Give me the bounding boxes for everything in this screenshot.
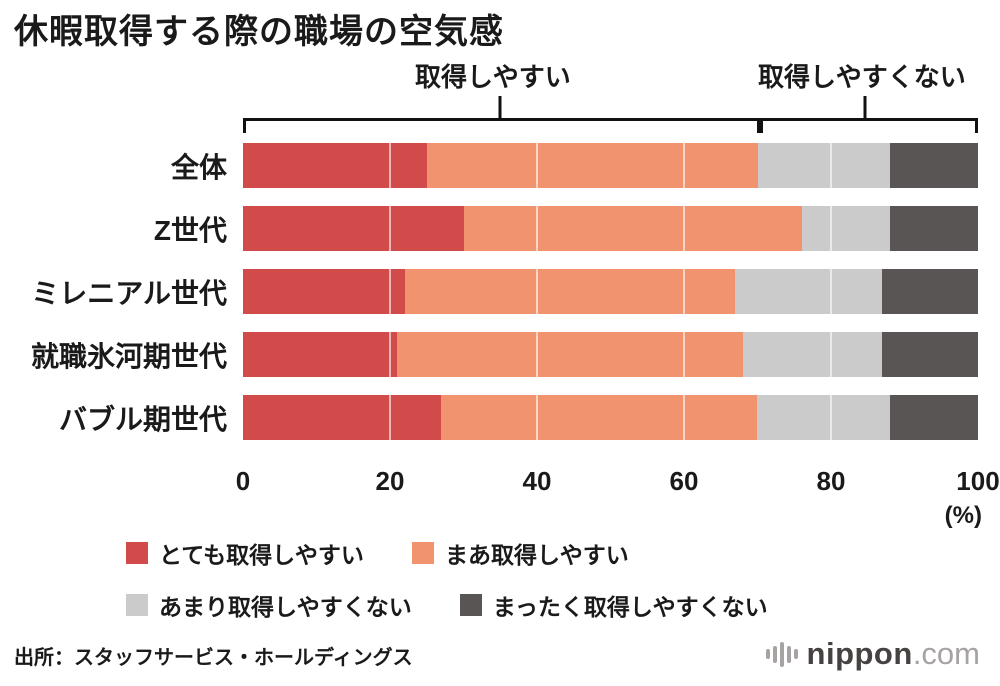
bar-segment xyxy=(882,332,978,377)
legend-label: まったく取得しやすくない xyxy=(492,594,768,620)
legend-item: とても取得しやすい xyxy=(126,536,364,570)
nippon-logo: nippon.com xyxy=(765,636,980,672)
chart-row: 全体 xyxy=(16,134,978,197)
legend-item: まあ取得しやすい xyxy=(411,536,629,570)
bar-segment xyxy=(243,332,398,377)
not-easy-label: 取得しやすくない xyxy=(757,62,966,92)
bar-chart: 全体 Z世代ミレニアル世代 就職氷河期世代バブル期世代 xyxy=(16,134,978,449)
stacked-bar xyxy=(243,269,978,314)
legend-swatch xyxy=(126,594,148,616)
bar-segment xyxy=(889,395,978,440)
bracket xyxy=(243,118,978,133)
legend: とても取得しやすい まあ取得しやすいあまり取得しやすくない まったく取得しやすくない xyxy=(126,536,768,622)
category-label: バブル期世代 xyxy=(58,403,227,435)
bar-segment xyxy=(882,269,978,314)
easy-tick xyxy=(498,96,502,118)
x-axis: (%) 0 20 40 60 80 100 xyxy=(236,462,1000,529)
axis-unit-label: (%) xyxy=(944,502,982,529)
legend-item: まったく取得しやすくない xyxy=(459,588,768,622)
bar-segment xyxy=(397,332,743,377)
legend-row: あまり取得しやすくない まったく取得しやすくない xyxy=(126,588,768,622)
chart-row: ミレニアル世代 xyxy=(16,260,978,323)
logo-text: nippon.com xyxy=(807,636,980,672)
axis-tick-label: 60 xyxy=(669,466,699,496)
bar-segment xyxy=(889,143,978,188)
stacked-bar xyxy=(243,143,978,188)
axis-tick-label: 100 xyxy=(956,466,1000,496)
legend-row: とても取得しやすい まあ取得しやすい xyxy=(126,536,768,570)
bar-segment xyxy=(801,206,890,251)
category-label: 就職氷河期世代 xyxy=(30,340,227,372)
bracket-divider xyxy=(756,118,763,133)
bar-segment xyxy=(404,269,736,314)
page-title: 休暇取得する際の職場の空気感 xyxy=(14,13,504,51)
chart-row: Z世代 xyxy=(16,197,978,260)
bar-segment xyxy=(243,269,405,314)
bracket-annotations: 取得しやすい 取得しやすくない xyxy=(243,62,978,118)
logo-name: nippon xyxy=(806,636,913,671)
legend-label: あまり取得しやすくない xyxy=(159,594,412,620)
stacked-bar xyxy=(243,395,978,440)
bar-segment xyxy=(463,206,802,251)
bar-segment xyxy=(426,143,758,188)
legend-swatch xyxy=(411,542,434,564)
bar-segment xyxy=(889,206,978,251)
category-label: 全体 xyxy=(170,151,227,183)
category-label: Z世代 xyxy=(153,214,227,246)
bar-segment xyxy=(757,395,890,440)
not-easy-tick xyxy=(863,96,867,118)
bar-segment xyxy=(243,143,427,188)
bar-segment xyxy=(757,143,890,188)
chart-row: 就職氷河期世代 xyxy=(16,323,978,386)
legend-swatch xyxy=(126,542,148,564)
bar-segment xyxy=(243,395,442,440)
axis-tick-label: 20 xyxy=(375,466,405,496)
logo-tld: .com xyxy=(912,636,980,671)
bar-segment xyxy=(742,332,883,377)
axis-tick-label: 80 xyxy=(816,466,846,496)
legend-item: あまり取得しやすくない xyxy=(126,588,412,622)
stacked-bar xyxy=(243,332,978,377)
axis-tick-label: 40 xyxy=(522,466,552,496)
legend-swatch xyxy=(459,594,482,616)
bar-segment xyxy=(441,395,758,440)
easy-label: 取得しやすい xyxy=(415,62,571,92)
chart-row: バブル期世代 xyxy=(16,386,978,449)
axis-tick-label: 0 xyxy=(235,466,251,496)
category-label: ミレニアル世代 xyxy=(31,277,227,309)
bar-segment xyxy=(243,206,464,251)
legend-label: まあ取得しやすい xyxy=(444,542,629,568)
source-note: 出所：スタッフサービス・ホールディングス xyxy=(14,647,413,669)
bar-segment xyxy=(735,269,883,314)
legend-label: とても取得しやすい xyxy=(159,542,364,568)
audio-wave-icon xyxy=(765,641,798,667)
stacked-bar xyxy=(243,206,978,251)
